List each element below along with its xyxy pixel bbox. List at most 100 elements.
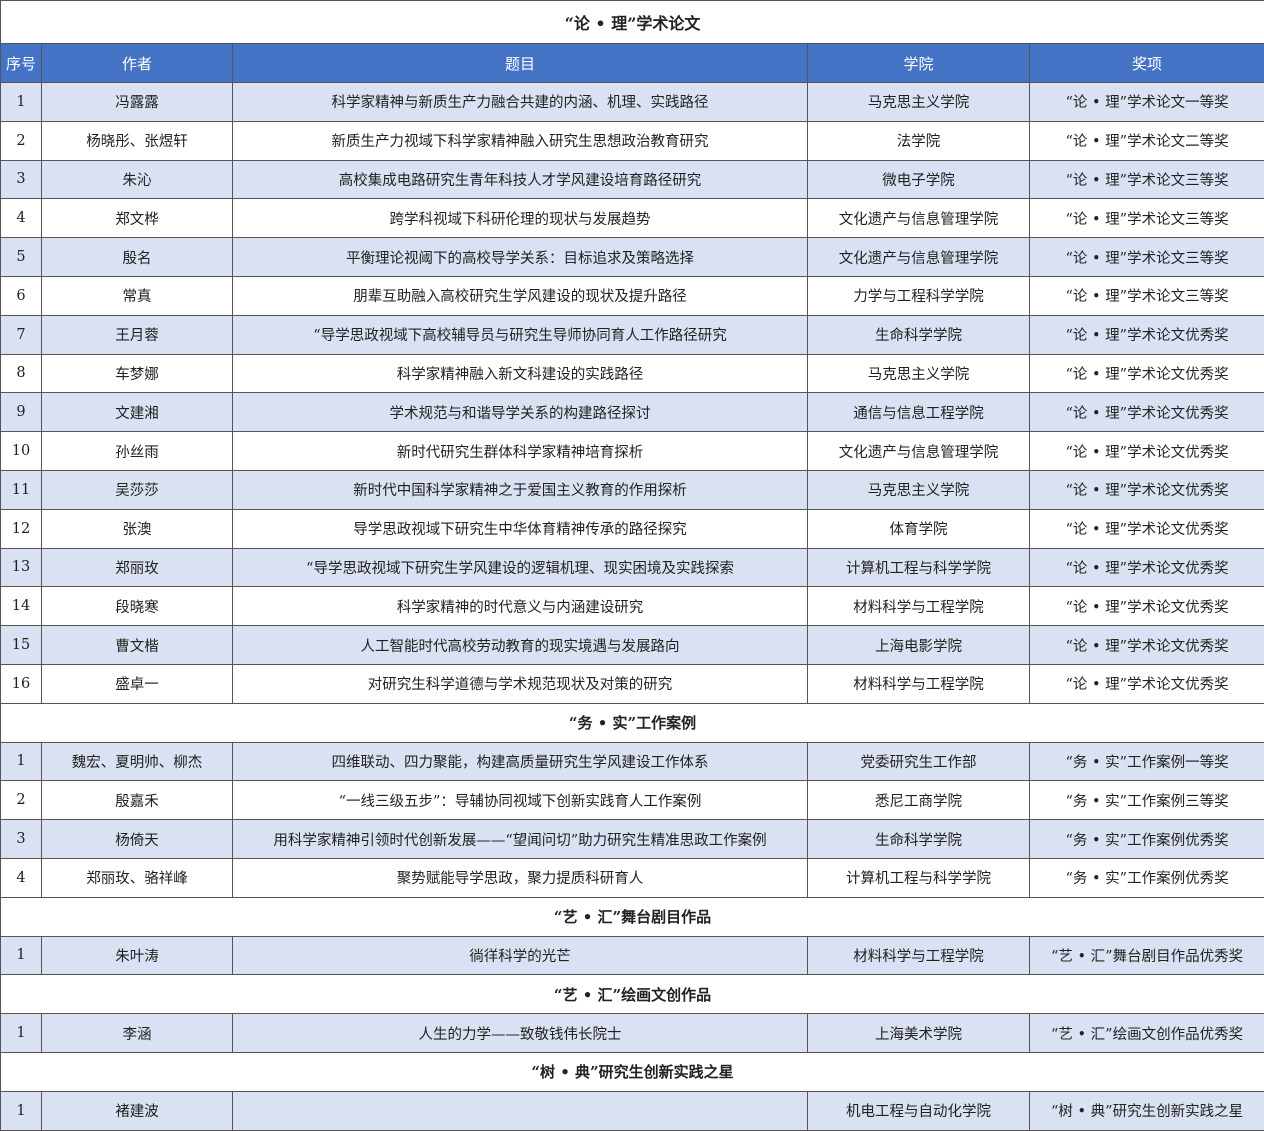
cell-index: 15 [0, 625, 42, 665]
cell-college: 生命科学学院 [807, 314, 1030, 355]
cell-author: 郑文桦 [41, 198, 233, 239]
cell-college: 上海电影学院 [807, 625, 1030, 665]
cell-index: 9 [0, 392, 42, 433]
table-row: 1 褚建波 机电工程与自动化学院 “树 • 典”研究生创新实践之星 [0, 1090, 1264, 1131]
cell-award: “论 • 理”学术论文优秀奖 [1028, 353, 1264, 394]
cell-author: 朱沁 [41, 159, 233, 200]
table-row: 15 曹文楷 人工智能时代高校劳动教育的现实境遇与发展路向 上海电影学院 “论 • 理”… [0, 625, 1264, 665]
cell-title: 聚势赋能导学思政，聚力提质科研育人 [232, 857, 808, 898]
cell-title: “一线三级五步”：导辅协同视域下创新实践育人工作案例 [232, 780, 808, 821]
cell-author: 车梦娜 [41, 353, 233, 394]
header-row: 序号 作者 题目 学院 奖项 [0, 43, 1264, 83]
section-title: “树 • 典”研究生创新实践之星 [0, 1051, 1264, 1092]
cell-index: 7 [0, 314, 42, 355]
cell-college: 文化遗产与信息管理学院 [807, 431, 1030, 471]
table-row: 4 郑文桦 跨学科视域下科研伦理的现状与发展趋势 文化遗产与信息管理学院 “论 • 理”… [0, 198, 1264, 239]
cell-title: 科学家精神的时代意义与内涵建设研究 [232, 586, 808, 627]
table-row: 13 郑丽玫 “导学思政视域下研究生学风建设的逻辑机理、现实困境及实践探索 计算机工程… [0, 547, 1264, 588]
column-header-author: 作者 [41, 43, 233, 83]
cell-title [232, 1090, 808, 1131]
cell-author: 殷嘉禾 [41, 780, 233, 821]
cell-author: 段晓寒 [41, 586, 233, 627]
section-title: “艺 • 汇”舞台剧目作品 [0, 896, 1264, 937]
cell-college: 党委研究生工作部 [807, 741, 1030, 782]
cell-award: “论 • 理”学术论文三等奖 [1028, 275, 1264, 316]
cell-author: 文建湘 [41, 392, 233, 433]
cell-title: 人工智能时代高校劳动教育的现实境遇与发展路向 [232, 625, 808, 665]
section-title-row: “树 • 典”研究生创新实践之星 [0, 1051, 1264, 1092]
cell-index: 3 [0, 819, 42, 859]
cell-award: “论 • 理”学术论文优秀奖 [1028, 469, 1264, 510]
cell-author: 冯露露 [41, 82, 233, 122]
cell-award: “务 • 实”工作案例优秀奖 [1028, 819, 1264, 859]
cell-title: 新质生产力视域下科学家精神融入研究生思想政治教育研究 [232, 120, 808, 161]
section-title: “论 • 理”学术论文 [0, 0, 1264, 44]
cell-index: 13 [0, 547, 42, 588]
cell-title: 科学家精神融入新文科建设的实践路径 [232, 353, 808, 394]
cell-college: 上海美术学院 [807, 1013, 1030, 1053]
cell-title: 徜徉科学的光芒 [232, 935, 808, 976]
cell-title: 导学思政视域下研究生中华体育精神传承的路径探究 [232, 508, 808, 549]
cell-award: “论 • 理”学术论文优秀奖 [1028, 547, 1264, 588]
cell-index: 4 [0, 857, 42, 898]
cell-award: “论 • 理”学术论文优秀奖 [1028, 625, 1264, 665]
cell-author: 孙丝雨 [41, 431, 233, 471]
cell-award: “务 • 实”工作案例一等奖 [1028, 741, 1264, 782]
cell-author: 李涵 [41, 1013, 233, 1053]
cell-college: 马克思主义学院 [807, 469, 1030, 510]
cell-award: “艺 • 汇”绘画文创作品优秀奖 [1028, 1013, 1264, 1053]
cell-college: 马克思主义学院 [807, 82, 1030, 122]
table-row: 5 殷名 平衡理论视阈下的高校导学关系：目标追求及策略选择 文化遗产与信息管理学院 “论… [0, 237, 1264, 277]
cell-title: 用科学家精神引领时代创新发展——“望闻问切”助力研究生精准思政工作案例 [232, 819, 808, 859]
cell-title: 朋辈互助融入高校研究生学风建设的现状及提升路径 [232, 275, 808, 316]
cell-award: “论 • 理”学术论文优秀奖 [1028, 314, 1264, 355]
cell-author: 郑丽玫、骆祥峰 [41, 857, 233, 898]
cell-author: 张澳 [41, 508, 233, 549]
cell-author: 杨晓彤、张煜轩 [41, 120, 233, 161]
cell-award: “务 • 实”工作案例三等奖 [1028, 780, 1264, 821]
cell-college: 生命科学学院 [807, 819, 1030, 859]
cell-author: 曹文楷 [41, 625, 233, 665]
cell-author: 常真 [41, 275, 233, 316]
cell-author: 褚建波 [41, 1090, 233, 1131]
cell-index: 6 [0, 275, 42, 316]
cell-index: 1 [0, 741, 42, 782]
cell-college: 力学与工程科学学院 [807, 275, 1030, 316]
cell-index: 4 [0, 198, 42, 239]
cell-award: “论 • 理”学术论文三等奖 [1028, 198, 1264, 239]
table-row: 9 文建湘 学术规范与和谐导学关系的构建路径探讨 通信与信息工程学院 “论 • 理”学术… [0, 392, 1264, 433]
cell-award: “论 • 理”学术论文优秀奖 [1028, 431, 1264, 471]
table-row: 16 盛卓一 对研究生科学道德与学术规范现状及对策的研究 材料科学与工程学院 “论 • … [0, 663, 1264, 704]
cell-college: 体育学院 [807, 508, 1030, 549]
cell-award: “艺 • 汇”舞台剧目作品优秀奖 [1028, 935, 1264, 976]
cell-award: “论 • 理”学术论文三等奖 [1028, 159, 1264, 200]
cell-index: 1 [0, 82, 42, 122]
cell-college: 机电工程与自动化学院 [807, 1090, 1030, 1131]
cell-index: 1 [0, 935, 42, 976]
cell-index: 8 [0, 353, 42, 394]
cell-award: “树 • 典”研究生创新实践之星 [1028, 1090, 1264, 1131]
table-row: 1 魏宏、夏明帅、柳杰 四维联动、四力聚能，构建高质量研究生学风建设工作体系 党委研究… [0, 741, 1264, 782]
cell-title: 科学家精神与新质生产力融合共建的内涵、机理、实践路径 [232, 82, 808, 122]
cell-index: 12 [0, 508, 42, 549]
cell-title: 跨学科视域下科研伦理的现状与发展趋势 [232, 198, 808, 239]
cell-index: 1 [0, 1090, 42, 1131]
section-title: “务 • 实”工作案例 [0, 702, 1264, 743]
table-row: 1 冯露露 科学家精神与新质生产力融合共建的内涵、机理、实践路径 马克思主义学院 “论 … [0, 82, 1264, 122]
cell-title: 新时代研究生群体科学家精神培育探析 [232, 431, 808, 471]
cell-author: 盛卓一 [41, 663, 233, 704]
section-title: “艺 • 汇”绘画文创作品 [0, 974, 1264, 1015]
column-header-college: 学院 [807, 43, 1030, 83]
cell-title: 平衡理论视阈下的高校导学关系：目标追求及策略选择 [232, 237, 808, 277]
cell-college: 马克思主义学院 [807, 353, 1030, 394]
section-title-row: “艺 • 汇”舞台剧目作品 [0, 896, 1264, 937]
table-row: 4 郑丽玫、骆祥峰 聚势赋能导学思政，聚力提质科研育人 计算机工程与科学学院 “务 • … [0, 857, 1264, 898]
cell-award: “论 • 理”学术论文优秀奖 [1028, 586, 1264, 627]
cell-college: 材料科学与工程学院 [807, 586, 1030, 627]
cell-award: “务 • 实”工作案例优秀奖 [1028, 857, 1264, 898]
cell-title: 对研究生科学道德与学术规范现状及对策的研究 [232, 663, 808, 704]
cell-index: 14 [0, 586, 42, 627]
cell-title: 高校集成电路研究生青年科技人才学风建设培育路径研究 [232, 159, 808, 200]
table-row: 12 张澳 导学思政视域下研究生中华体育精神传承的路径探究 体育学院 “论 • 理”学术… [0, 508, 1264, 549]
cell-title: “导学思政视域下研究生学风建设的逻辑机理、现实困境及实践探索 [232, 547, 808, 588]
